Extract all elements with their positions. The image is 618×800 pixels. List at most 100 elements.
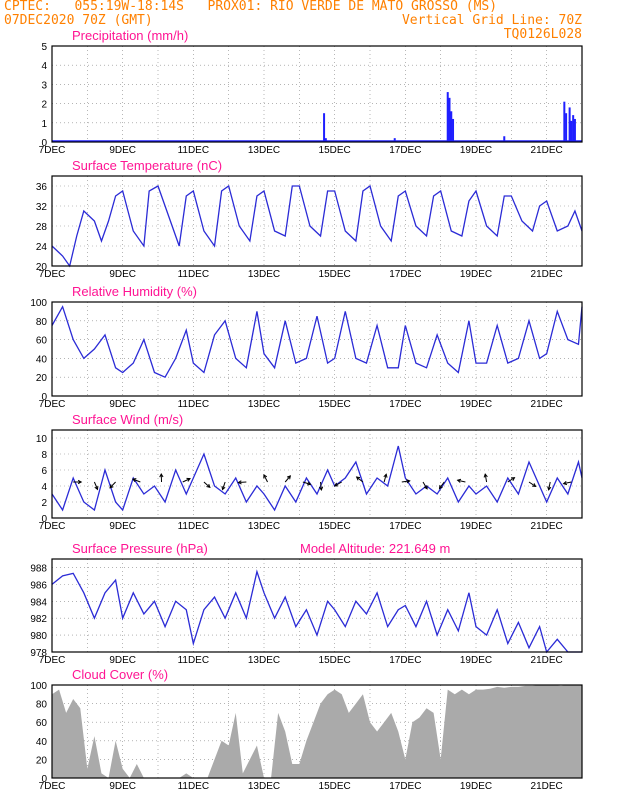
- cloud-cover-xtick-label: 19DEC: [460, 781, 492, 792]
- wind-ytick-label: 10: [36, 434, 48, 445]
- precipitation-xtick-label: 17DEC: [389, 145, 421, 156]
- precipitation-xtick-label: 15DEC: [319, 145, 351, 156]
- wind-arrow: [109, 481, 116, 489]
- precipitation-ytick-label: 0: [41, 138, 47, 149]
- precipitation-bar: [324, 138, 327, 142]
- wind-arrow-head: [562, 481, 568, 486]
- precipitation-xtick-label: 21DEC: [531, 145, 563, 156]
- cloud-cover-ytick-label: 0: [41, 774, 47, 785]
- wind-arrow-head: [94, 485, 99, 491]
- humidity-line: [51, 305, 583, 379]
- wind-ytick-label: 0: [41, 514, 47, 525]
- humidity-xtick-label: 7DEC: [39, 399, 66, 410]
- wind-arrow: [439, 481, 445, 489]
- wind-arrow: [528, 481, 536, 487]
- wind-ytick-label: 6: [41, 466, 47, 477]
- cloud-cover-xtick-label: 15DEC: [319, 781, 351, 792]
- wind-arrow: [484, 474, 488, 483]
- pressure-xtick-label: 15DEC: [319, 655, 351, 666]
- precipitation-bar: [323, 113, 326, 142]
- cloud-cover-xtick-label: 17DEC: [389, 781, 421, 792]
- humidity-title: Relative Humidity (%): [72, 284, 197, 299]
- precipitation-xtick-label: 13DEC: [248, 145, 280, 156]
- wind-ytick-label: 2: [41, 498, 47, 509]
- wind-xtick-label: 9DEC: [109, 521, 136, 532]
- cloud-cover-title: Cloud Cover (%): [72, 667, 168, 682]
- precipitation-xtick-label: 11DEC: [178, 145, 210, 156]
- wind-arrow-head: [532, 483, 537, 488]
- wind-arrow-head: [510, 477, 516, 481]
- humidity-ytick-label: 80: [36, 317, 48, 328]
- header-model: TQ0126L028: [503, 27, 582, 42]
- wind-arrow-head: [547, 486, 552, 491]
- pressure-ytick-label: 982: [30, 614, 47, 625]
- precipitation-bar: [572, 115, 575, 142]
- wind-arrow-head: [423, 485, 428, 490]
- wind-arrow: [238, 481, 247, 484]
- wind-title: Surface Wind (m/s): [72, 412, 183, 427]
- humidity-ytick-label: 40: [36, 354, 48, 365]
- precipitation-bar: [563, 101, 566, 142]
- pressure-ytick-label: 986: [30, 580, 47, 591]
- humidity-xtick-label: 21DEC: [531, 399, 563, 410]
- temperature-title: Surface Temperature (nC): [72, 158, 222, 173]
- humidity-xtick-label: 15DEC: [319, 399, 351, 410]
- wind-arrow-head: [263, 473, 268, 479]
- pressure-xtick-label: 17DEC: [389, 655, 421, 666]
- pressure-xtick-label: 11DEC: [178, 655, 210, 666]
- pressure-xtick-label: 9DEC: [109, 655, 136, 666]
- temperature-xtick-label: 13DEC: [248, 269, 280, 280]
- pressure-ytick-label: 978: [30, 648, 47, 659]
- precipitation-title: Precipitation (mm/h): [72, 28, 188, 43]
- temperature-ytick-label: 24: [36, 242, 48, 253]
- cloud-cover-ytick-label: 80: [36, 700, 48, 711]
- wind-arrow: [563, 481, 572, 485]
- wind-arrow-head: [456, 478, 462, 483]
- temperature-ytick-label: 28: [36, 222, 48, 233]
- wind-arrow: [182, 478, 191, 483]
- pressure-frame: [51, 558, 583, 653]
- precipitation-bar: [393, 138, 396, 142]
- wind-xtick-label: 19DEC: [460, 521, 492, 532]
- pressure-title: Surface Pressure (hPa): [72, 541, 208, 556]
- wind-arrow: [132, 478, 141, 483]
- wind-arrow: [320, 481, 322, 491]
- wind-arrow: [548, 481, 551, 490]
- wind-arrow: [356, 476, 364, 483]
- pressure-annotation: Model Altitude: 221.649 m: [300, 541, 450, 556]
- humidity-ytick-label: 60: [36, 336, 48, 347]
- wind-frame: [51, 429, 583, 519]
- wind-arrow: [263, 474, 268, 483]
- precipitation-bar: [573, 118, 576, 142]
- pressure-xtick-label: 13DEC: [248, 655, 280, 666]
- pressure-xtick-label: 7DEC: [39, 655, 66, 666]
- wind-arrow: [93, 481, 98, 490]
- wind-arrow: [401, 480, 410, 483]
- pressure-xtick-label: 19DEC: [460, 655, 492, 666]
- cloud-cover-xtick-label: 9DEC: [109, 781, 136, 792]
- cloud-cover-ytick-label: 60: [36, 718, 48, 729]
- wind-xtick-label: 7DEC: [39, 521, 66, 532]
- pressure-ytick-label: 988: [30, 563, 47, 574]
- precipitation-frame: [51, 45, 583, 143]
- precipitation-bar: [503, 136, 506, 142]
- wind-arrow-head: [206, 483, 211, 489]
- pressure-xtick-label: 21DEC: [531, 655, 563, 666]
- cloud-cover-ytick-label: 40: [36, 737, 48, 748]
- wind-xtick-label: 17DEC: [389, 521, 421, 532]
- humidity-xtick-label: 13DEC: [248, 399, 280, 410]
- wind-arrow-head: [186, 477, 191, 482]
- wind-arrow-head: [355, 476, 361, 481]
- cloud-cover-ytick-label: 20: [36, 755, 48, 766]
- precipitation-bar: [448, 97, 451, 142]
- precipitation-xtick-label: 7DEC: [39, 145, 66, 156]
- wind-arrow: [302, 481, 311, 485]
- header-station: CPTEC: 055:19W-18:14S PROX01: RIO VERDE …: [4, 0, 498, 14]
- precipitation-xtick-label: 9DEC: [109, 145, 136, 156]
- precipitation-ytick-label: 1: [41, 119, 47, 130]
- precipitation-bar: [570, 120, 573, 142]
- wind-arrow: [284, 475, 291, 483]
- precipitation-xtick-label: 19DEC: [460, 145, 492, 156]
- wind-arrow-head: [286, 475, 292, 480]
